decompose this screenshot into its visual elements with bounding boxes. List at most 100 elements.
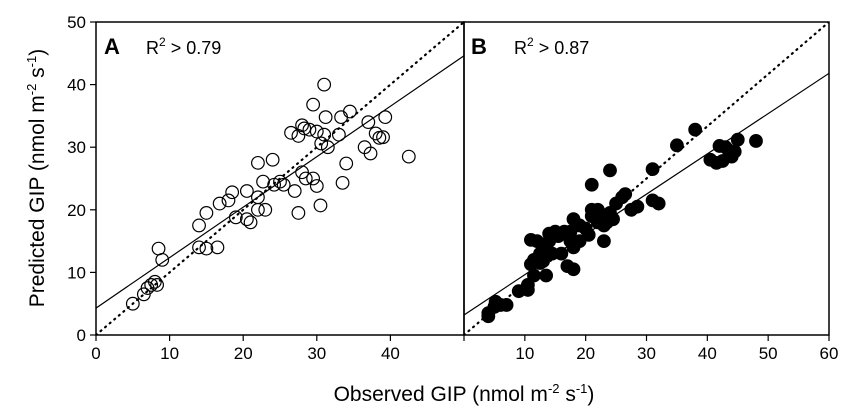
data-point-b-17 [539, 268, 554, 283]
data-point-b-35 [581, 227, 596, 242]
x-tick-label-b-5: 50 [759, 344, 778, 363]
x-axis-label-sup1: -2 [548, 381, 560, 396]
data-point-b-24 [554, 246, 569, 261]
data-point-a-10 [199, 206, 214, 220]
data-point-a-18 [239, 184, 254, 198]
x-axis-label-sup2: -1 [576, 381, 588, 396]
data-point-b-55 [651, 196, 666, 211]
data-point-a-25 [265, 152, 280, 167]
data-point-a-8 [192, 218, 206, 233]
data-point-b-53 [645, 162, 660, 177]
data-point-a-35 [297, 121, 312, 136]
data-point-a-54 [361, 115, 376, 130]
y-axis-label-sup1: -2 [24, 84, 39, 96]
data-point-a-42 [313, 198, 328, 213]
data-point-a-22 [251, 202, 265, 217]
data-point-a-59 [378, 110, 393, 125]
x-axis-label: Observed GIP (nmol m-2 s-1) [334, 381, 595, 406]
x-tick-label-a-0: 0 [91, 344, 100, 363]
data-point-a-31 [291, 206, 306, 220]
y-axis-label-mid: s [26, 67, 49, 83]
data-point-b-65 [727, 144, 742, 159]
data-point-a-60 [401, 149, 416, 164]
data-point-b-56 [670, 138, 684, 153]
reference-line-b [464, 22, 829, 335]
data-point-a-0 [125, 296, 140, 311]
data-point-b-67 [749, 134, 763, 148]
data-point-a-23 [256, 174, 270, 189]
data-point-a-58 [376, 130, 390, 145]
data-point-a-5 [150, 278, 164, 292]
data-point-b-47 [606, 212, 620, 227]
fit-line-b [464, 72, 829, 316]
x-tick-label-b-3: 30 [637, 344, 656, 363]
data-point-a-28 [276, 177, 291, 192]
x-tick-label-b-6: 60 [820, 344, 839, 363]
data-point-a-45 [317, 127, 332, 142]
data-point-a-38 [306, 171, 321, 186]
data-point-a-9 [192, 240, 206, 255]
data-point-a-44 [317, 77, 332, 92]
x-axis-label-mid: s [560, 383, 576, 406]
y-axis-label: Predicted GIP (nmol m-2 s-1) [24, 49, 49, 308]
data-point-a-55 [363, 146, 378, 161]
panel-a: 0 10 20 30 40 0 10 20 30 40 50 A R2 > 0.79 [67, 13, 465, 363]
x-axis-label-text: Observed GIP (nmol m [334, 383, 548, 406]
data-point-a-7 [155, 252, 170, 267]
data-point-b-37 [584, 177, 599, 192]
data-point-a-20 [251, 155, 265, 170]
x-tick-label-b-4: 40 [698, 344, 717, 363]
y-axis-label-sup2: -1 [24, 56, 39, 68]
data-point-a-48 [331, 127, 346, 142]
y-axis-label-end: ) [26, 49, 49, 56]
data-point-a-34 [295, 118, 309, 133]
data-point-a-13 [212, 196, 227, 211]
y-tick-label-1: 10 [67, 263, 86, 282]
data-point-a-37 [302, 122, 317, 137]
data-point-b-57 [688, 122, 703, 137]
panel-label-b: B [471, 34, 487, 59]
x-axis-label-end: ) [587, 383, 594, 406]
data-point-a-40 [309, 179, 324, 193]
plot-area-b [464, 22, 829, 335]
data-point-a-47 [320, 140, 335, 155]
data-point-a-3 [144, 278, 159, 292]
data-point-b-52 [630, 199, 645, 214]
plot-area-a [96, 22, 464, 335]
x-tick-label-a-4: 40 [381, 344, 400, 363]
data-point-a-16 [228, 210, 243, 225]
data-point-a-14 [221, 193, 236, 208]
data-point-b-43 [597, 234, 611, 249]
x-tick-label-b-1: 10 [515, 344, 534, 363]
panel-b: 10 20 30 40 50 60 B R2 > 0.87 [463, 21, 839, 363]
data-point-a-51 [339, 156, 354, 171]
data-point-a-36 [298, 171, 313, 186]
y-tick-label-2: 20 [67, 201, 86, 220]
data-point-a-30 [287, 184, 302, 198]
x-tick-label-a-3: 30 [307, 344, 326, 363]
data-point-b-11 [527, 268, 541, 283]
y-tick-label-0: 0 [77, 326, 86, 345]
data-point-a-41 [309, 124, 324, 139]
r2-annotation-b: R2 > 0.87 [514, 35, 589, 58]
r2-annotation-a: R2 > 0.79 [146, 35, 221, 58]
data-point-b-5 [499, 298, 514, 312]
data-point-a-11 [199, 241, 214, 256]
data-point-a-39 [306, 97, 321, 112]
y-tick-label-3: 30 [67, 138, 86, 157]
data-point-a-27 [273, 174, 287, 189]
reference-line-a [96, 22, 464, 335]
data-point-a-21 [251, 190, 265, 205]
data-point-a-19 [243, 215, 258, 230]
y-tick-label-5: 50 [67, 13, 86, 32]
y-axis-label-text: Predicted GIP (nmol m [26, 95, 49, 307]
data-point-a-24 [258, 202, 273, 217]
x-tick-label-b-2: 20 [576, 344, 595, 363]
data-point-a-17 [239, 212, 254, 227]
y-tick-label-4: 40 [67, 76, 86, 95]
data-point-b-46 [603, 163, 617, 178]
data-point-b-29 [566, 262, 581, 277]
data-point-a-4 [147, 274, 162, 289]
